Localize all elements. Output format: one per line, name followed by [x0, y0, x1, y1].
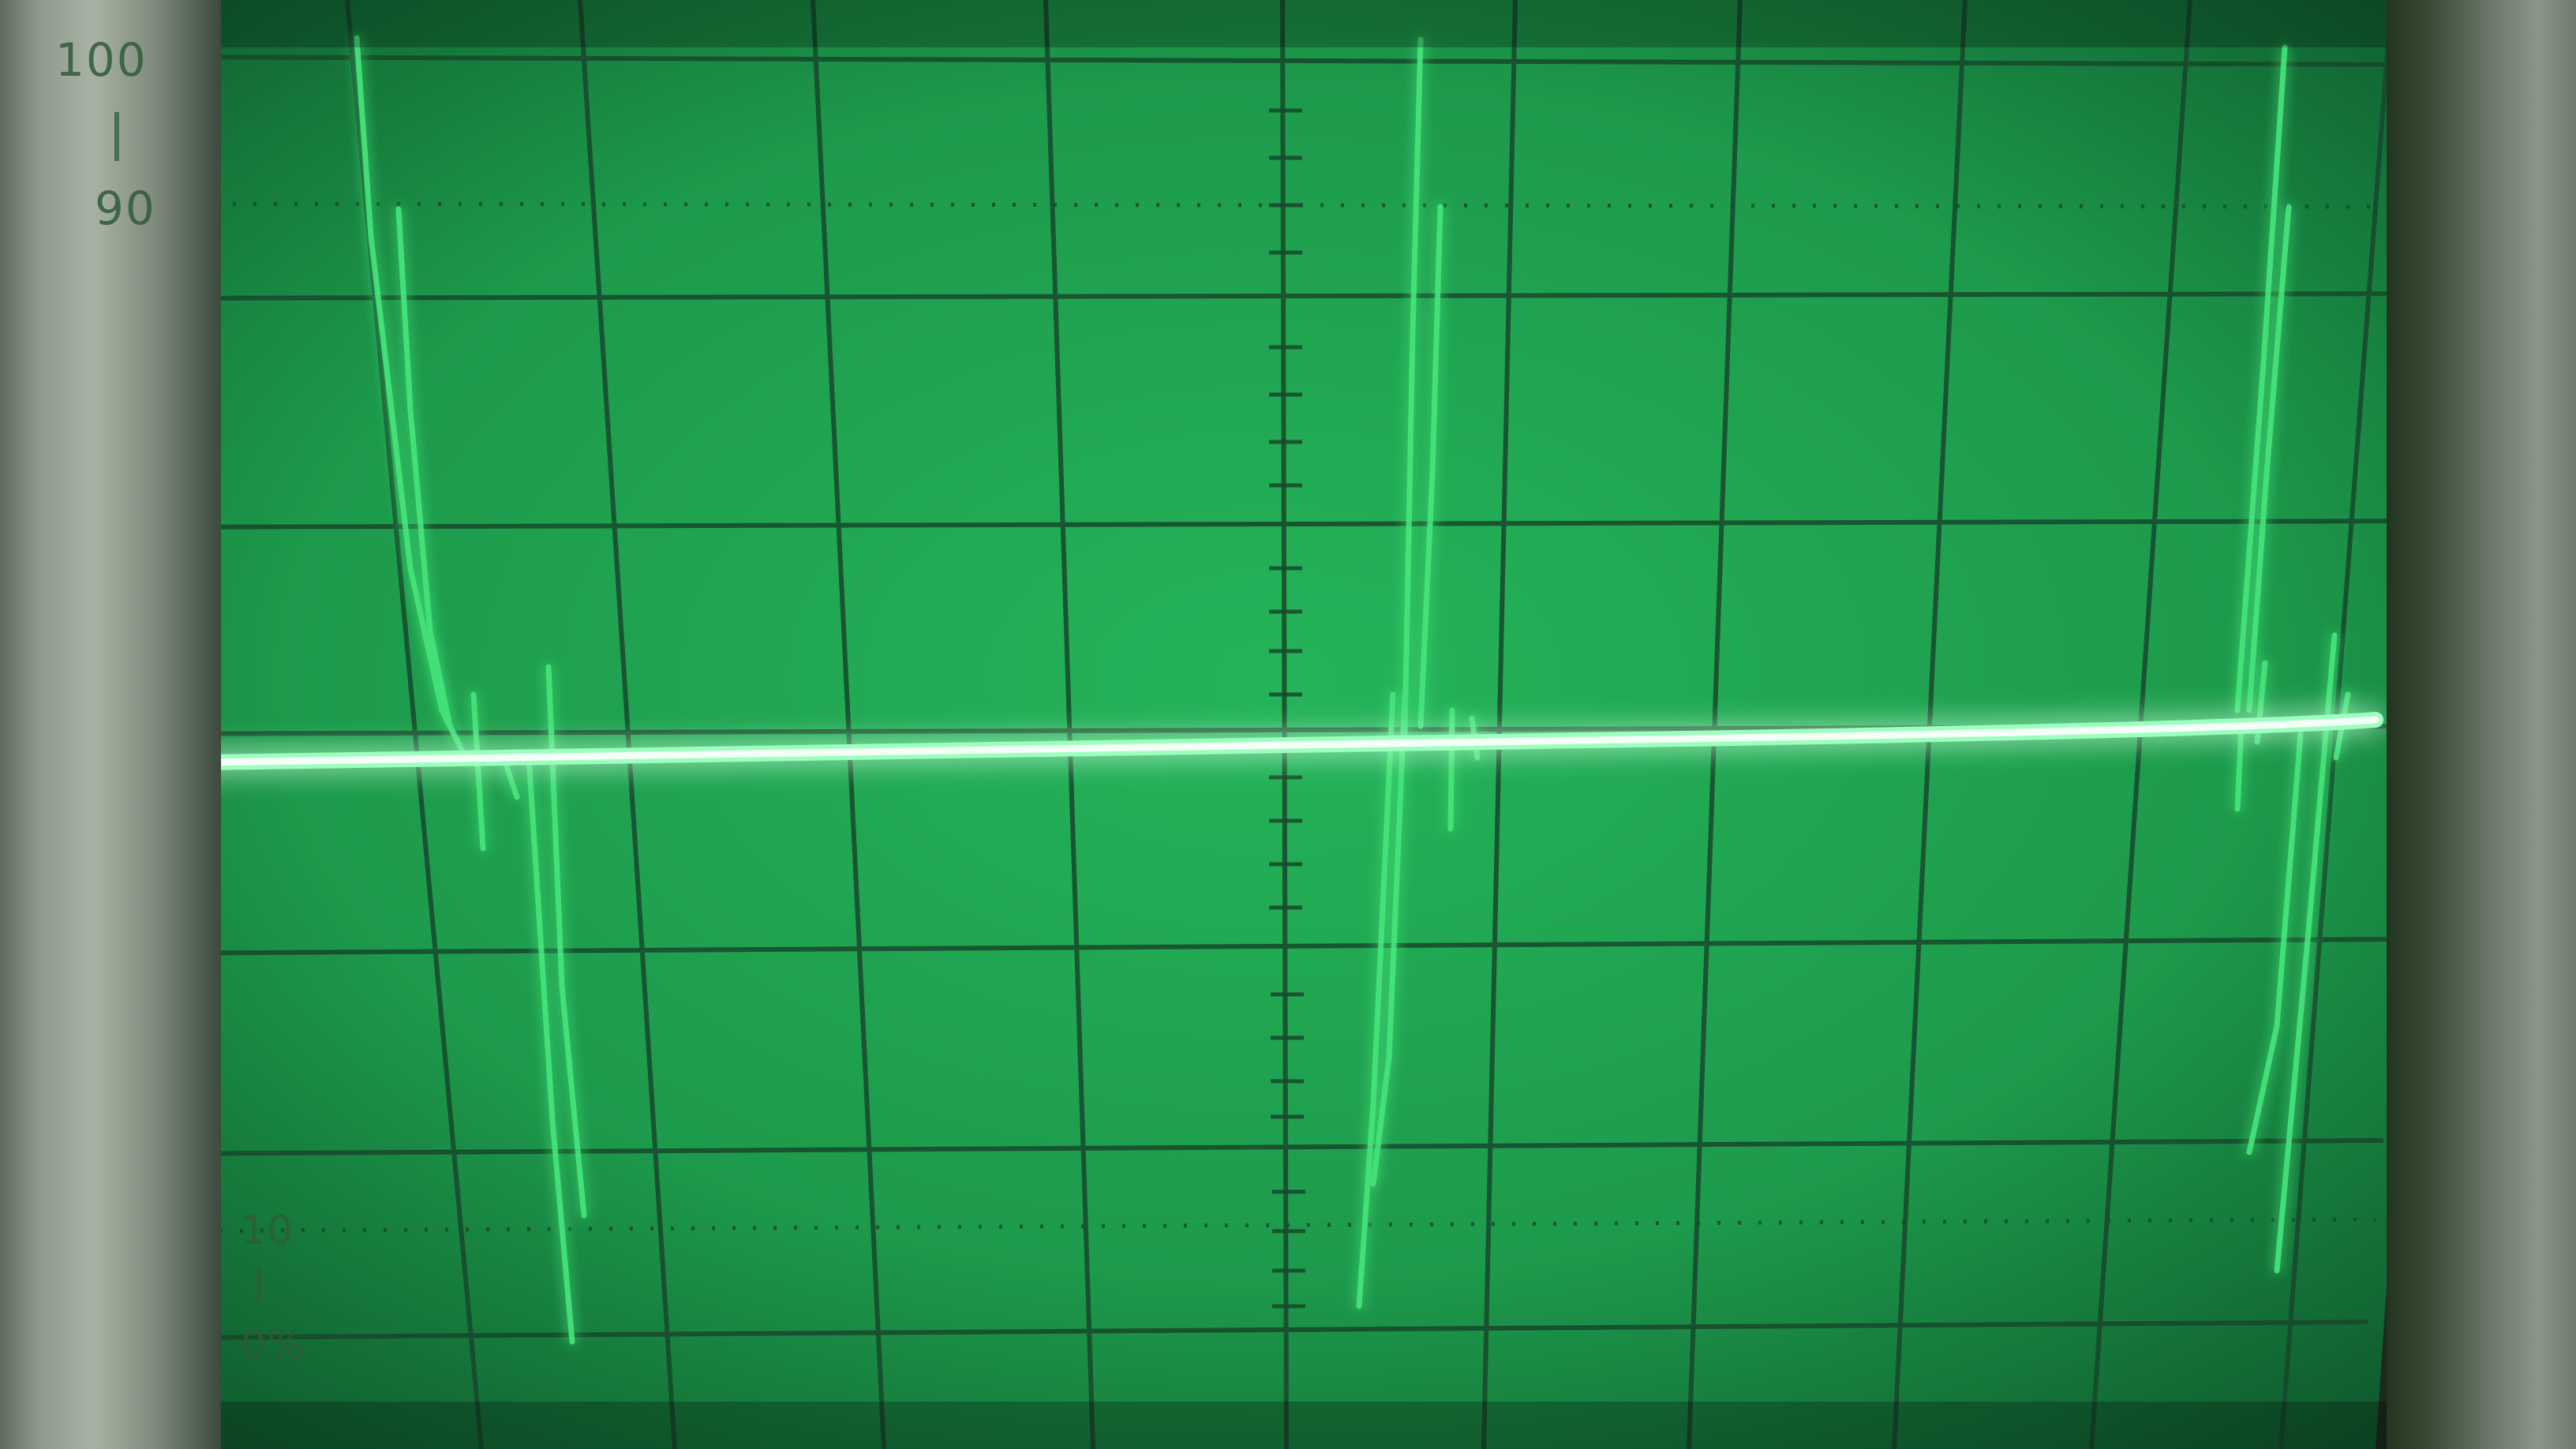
label-10: 10	[241, 1208, 294, 1253]
label-0-percent: 0%	[241, 1322, 306, 1368]
bezel-right	[2387, 0, 2576, 1449]
label-10-tick	[256, 1267, 261, 1305]
label-100: 100	[55, 33, 148, 87]
label-100-tick	[114, 112, 119, 161]
label-90: 90	[95, 182, 156, 235]
